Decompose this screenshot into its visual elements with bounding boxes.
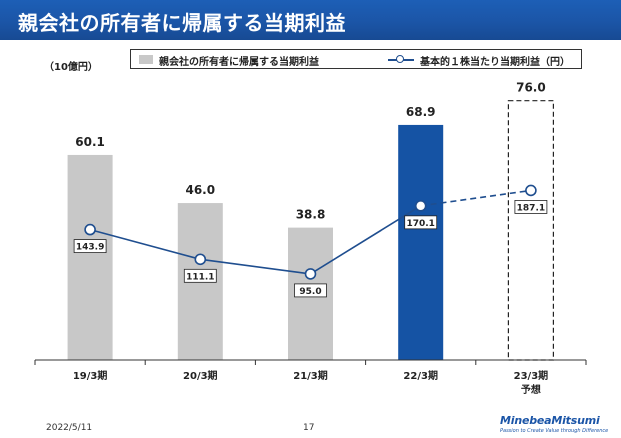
bar-forecast xyxy=(507,100,554,361)
page-title: 親会社の所有者に帰属する当期利益 xyxy=(18,11,346,35)
legend-line-label: 基本的１株当たり当期利益（円） xyxy=(420,57,570,68)
page-number: 17 xyxy=(303,423,315,433)
eps-label-box xyxy=(514,200,548,214)
eps-line-segment xyxy=(200,258,311,275)
title-bar: 親会社の所有者に帰属する当期利益 xyxy=(0,0,621,40)
bar xyxy=(398,124,444,360)
eps-label-box xyxy=(73,239,107,253)
bar-value-label: 60.1 xyxy=(75,135,105,149)
eps-label-box xyxy=(294,283,327,298)
eps-line-segment xyxy=(310,205,422,275)
bar-value-label: 46.0 xyxy=(185,183,215,197)
company-logo: MinebeaMitsumi xyxy=(500,414,600,427)
footer-date: 2022/5/11 xyxy=(46,423,93,433)
unit-label: （10億円） xyxy=(44,62,98,73)
eps-value-label: 111.1 xyxy=(186,272,214,282)
eps-point xyxy=(304,268,317,280)
legend-marker-icon xyxy=(396,55,404,63)
eps-line-segment xyxy=(420,189,532,207)
eps-point xyxy=(194,253,207,266)
bar xyxy=(67,154,113,360)
eps-line-segment xyxy=(89,228,201,261)
x-tick-label: 22/3期 xyxy=(403,369,438,382)
legend: 親会社の所有者に帰属する当期利益 基本的１株当たり当期利益（円） xyxy=(130,49,582,69)
bar-value-label: 68.9 xyxy=(406,105,436,119)
legend-bar-label: 親会社の所有者に帰属する当期利益 xyxy=(159,57,319,68)
eps-value-label: 143.9 xyxy=(76,243,104,253)
eps-label-box xyxy=(183,268,217,283)
bar-value-label: 76.0 xyxy=(516,81,546,95)
eps-point xyxy=(84,223,96,236)
x-tick-label: 23/3期 xyxy=(514,369,549,382)
x-tick-sublabel: 予想 xyxy=(521,383,541,396)
eps-point xyxy=(414,200,427,212)
x-tick-label: 20/3期 xyxy=(183,369,218,382)
x-tick-label: 21/3期 xyxy=(293,369,328,382)
eps-label-box xyxy=(404,215,438,230)
eps-value-label: 170.1 xyxy=(406,219,434,229)
eps-value-label: 95.0 xyxy=(299,287,321,297)
bar-value-label: 38.8 xyxy=(296,208,326,222)
eps-value-label: 187.1 xyxy=(517,203,545,213)
legend-bar-swatch xyxy=(139,55,153,64)
eps-point xyxy=(525,184,537,197)
company-tagline: Passion to Create Value through Differen… xyxy=(500,428,609,434)
x-tick-label: 19/3期 xyxy=(73,369,108,382)
